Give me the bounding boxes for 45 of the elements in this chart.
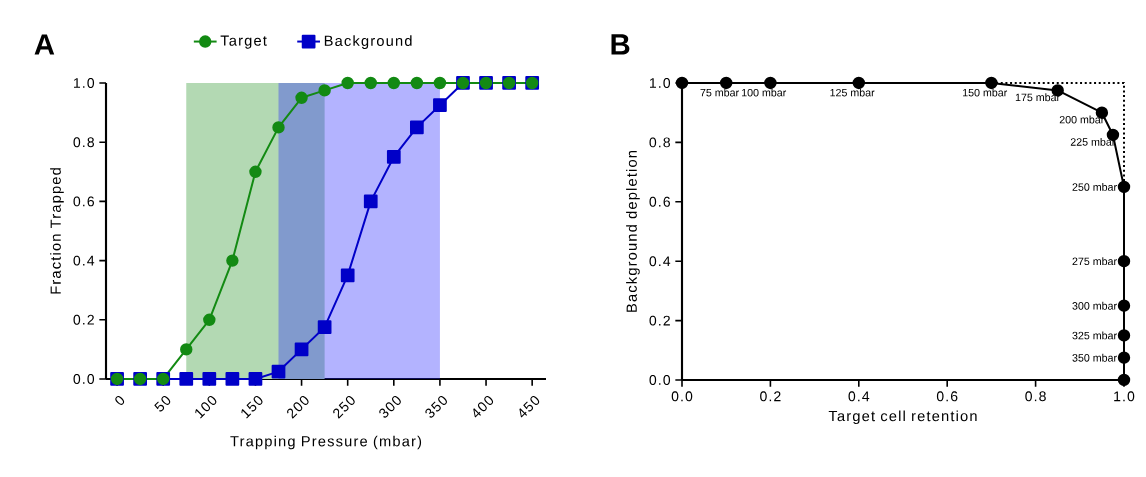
x-tick-label: 150 [241, 396, 263, 419]
y-axis-title: Background depletion [626, 150, 640, 312]
x-axis-title: Trapping Pressure (mbar) [230, 435, 422, 450]
x-tick-label: 300 [379, 396, 401, 418]
y-tick-label: 0.4 [649, 256, 671, 267]
annotation: 275 mbar [1072, 257, 1117, 266]
x-tick-label: 0.8 [1025, 391, 1046, 402]
x-tick-label: 350 [425, 396, 447, 418]
annotation: 250 mbar [1072, 183, 1117, 191]
x-tick-label: 1.0 [1114, 391, 1135, 402]
y-axis-title: Fraction Trapped [50, 168, 64, 294]
x-tick-label: 50 [154, 396, 171, 412]
y-tick-label: 0.4 [73, 255, 95, 266]
annotation: 100 mbar [742, 88, 787, 97]
annotation: 300 mbar [1072, 301, 1117, 310]
y-tick-label: 0.8 [73, 137, 95, 148]
annotation: 75 mbar [700, 88, 739, 97]
annotation: 150 mbar [963, 88, 1008, 97]
annotation: 125 mbar [830, 88, 875, 97]
x-tick-label: 0.6 [936, 391, 958, 402]
y-tick-label: 1.0 [74, 78, 95, 88]
x-tick-label: 0.2 [760, 391, 781, 402]
x-tick-label: 400 [473, 396, 494, 418]
y-tick-label: 1.0 [649, 78, 671, 88]
x-tick-label: 0.0 [671, 391, 693, 402]
y-tick-label: 0.6 [649, 196, 670, 207]
y-tick-label: 0.0 [649, 375, 671, 385]
x-tick-label: 100 [195, 396, 217, 419]
y-tick-label: 0.0 [73, 374, 95, 384]
legend-label: Target [220, 35, 267, 49]
y-tick-label: 0.6 [73, 196, 95, 207]
text: B [611, 34, 630, 55]
x-tick-label: 0 [115, 395, 125, 405]
y-tick-label: 0.2 [73, 314, 94, 325]
x-tick-label: 0.4 [848, 391, 870, 402]
x-axis-title: Target cell retention [828, 410, 977, 425]
x-tick-label: 450 [519, 396, 540, 418]
annotation: 350 mbar [1072, 353, 1117, 362]
text: A [34, 34, 55, 55]
x-tick-label: 200 [287, 396, 309, 419]
legend-label: Background [324, 35, 412, 49]
x-tick-label: 250 [333, 396, 355, 419]
annotation: 325 mbar [1072, 331, 1117, 340]
y-tick-label: 0.8 [649, 137, 670, 148]
y-tick-label: 0.2 [649, 315, 670, 326]
